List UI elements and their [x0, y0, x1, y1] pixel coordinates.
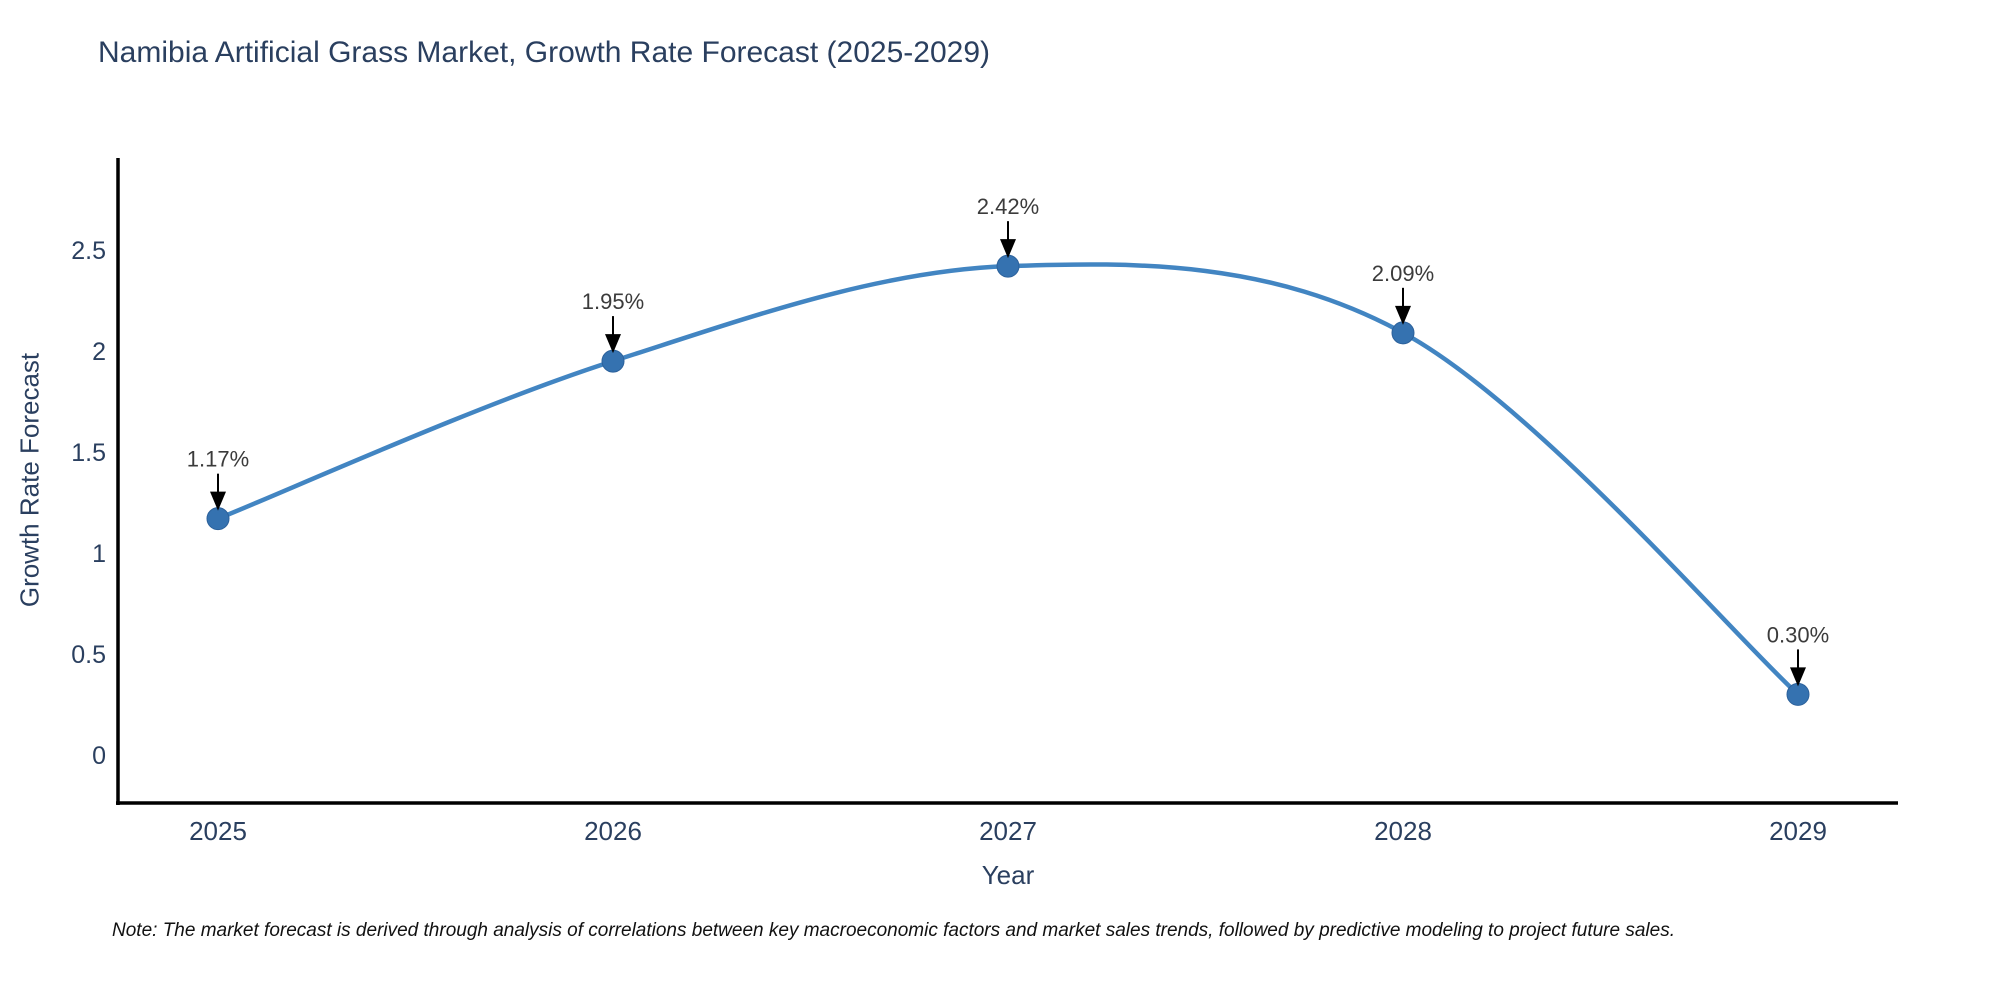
data-point-label: 2.42%: [977, 194, 1039, 219]
data-point-label: 1.17%: [187, 447, 249, 472]
data-point-marker: [601, 349, 625, 373]
data-point-label: 1.95%: [582, 289, 644, 314]
data-point-marker: [1391, 321, 1415, 345]
chart-title: Namibia Artificial Grass Market, Growth …: [98, 36, 990, 69]
data-point-label: 0.30%: [1767, 622, 1829, 647]
annotation-arrow-head: [605, 334, 621, 354]
x-tick-label: 2025: [189, 816, 247, 846]
y-tick-label: 1: [92, 540, 106, 568]
x-tick-label: 2027: [979, 816, 1037, 846]
y-tick-label: 0.5: [71, 641, 106, 669]
trend-line: [215, 262, 1801, 697]
x-tick-label: 2028: [1374, 816, 1432, 846]
annotation-arrow-head: [1000, 239, 1016, 259]
x-tick-label: 2029: [1769, 816, 1827, 846]
data-point-marker: [996, 254, 1020, 278]
y-tick-label: 2: [92, 338, 106, 366]
y-tick-label: 1.5: [71, 439, 106, 467]
data-point-marker: [206, 507, 230, 531]
data-point-marker: [1786, 682, 1810, 706]
data-point-label: 2.09%: [1372, 261, 1434, 286]
annotation-arrow-head: [1790, 667, 1806, 687]
annotation-arrow-head: [210, 491, 226, 511]
y-tick-label: 0: [92, 742, 106, 770]
x-axis-title: Year: [981, 860, 1035, 890]
annotation-arrow-head: [1395, 305, 1411, 325]
x-tick-label: 2026: [584, 816, 642, 846]
footnote: Note: The market forecast is derived thr…: [112, 920, 1675, 941]
y-tick-label: 2.5: [71, 237, 106, 265]
